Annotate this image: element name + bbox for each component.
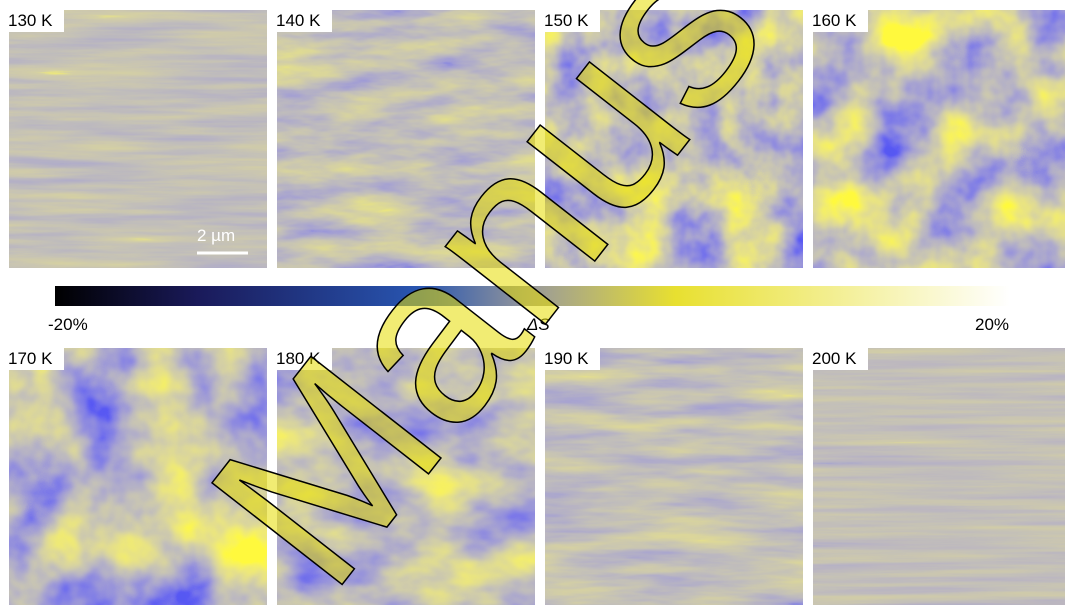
- figure: 130 K140 K150 K160 K170 K180 K190 K200 K…: [0, 0, 1065, 605]
- image-panel: [813, 10, 1065, 268]
- colorbar-min: -20%: [48, 315, 88, 334]
- panel-label: 130 K: [8, 11, 53, 30]
- panel-label: 160 K: [812, 11, 857, 30]
- scale-bar-label: 2 µm: [197, 226, 235, 245]
- panel-label: 200 K: [812, 349, 857, 368]
- panel-label: 170 K: [8, 349, 53, 368]
- image-panel: [545, 348, 803, 605]
- image-panel: [813, 348, 1065, 605]
- colorbar-max: 20%: [975, 315, 1009, 334]
- panel-label: 140 K: [276, 11, 321, 30]
